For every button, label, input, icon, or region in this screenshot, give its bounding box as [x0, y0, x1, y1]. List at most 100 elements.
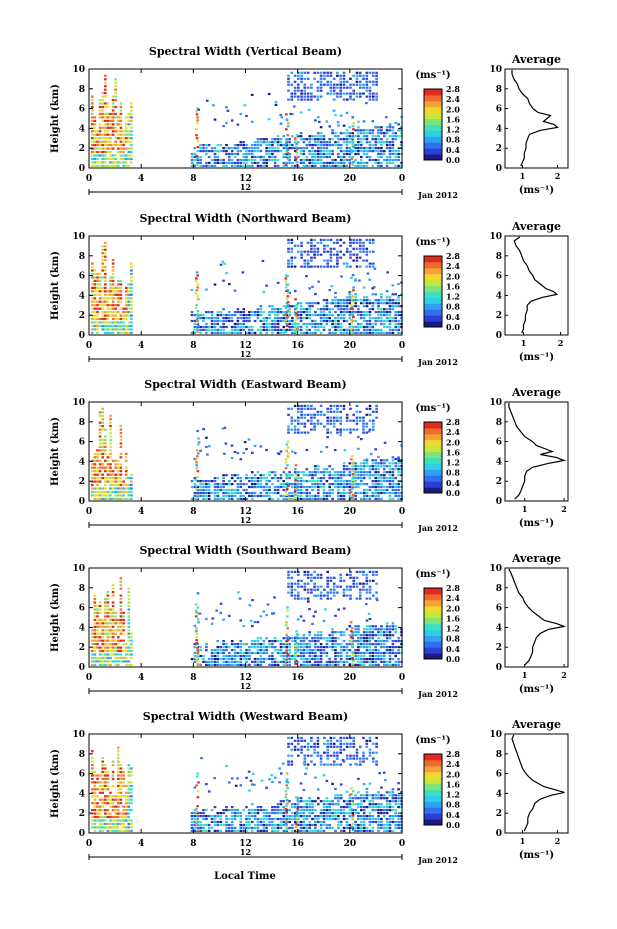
heatmap-cell	[340, 275, 343, 278]
heatmap-cell	[350, 151, 353, 155]
heatmap-cell	[271, 311, 274, 314]
heatmap-cell	[91, 757, 94, 760]
heatmap-cell	[127, 304, 131, 307]
heatmap-cell	[342, 607, 346, 610]
heatmap-cell	[104, 784, 107, 787]
heatmap-cell	[290, 259, 294, 262]
colorbar-swatch	[424, 273, 442, 281]
heatmap-cell	[253, 141, 257, 144]
heatmap-cell	[96, 646, 99, 649]
heatmap-cell	[380, 138, 383, 141]
heatmap-cell	[311, 480, 314, 483]
heatmap-cell	[265, 494, 268, 497]
heatmap-cell	[251, 150, 254, 153]
heatmap-cell	[124, 116, 128, 119]
heatmap-cell	[98, 449, 102, 452]
heatmap-cell	[377, 483, 380, 486]
heatmap-cell	[368, 597, 372, 600]
heatmap-cell	[376, 599, 379, 602]
heatmap-cell	[98, 639, 102, 642]
heatmap-cell	[394, 651, 397, 655]
heatmap-cell	[377, 319, 380, 323]
heatmap-cell	[91, 154, 94, 157]
heatmap-cell	[210, 331, 214, 334]
heatmap-cell	[117, 656, 120, 660]
heatmap-cell	[117, 483, 120, 487]
heatmap-cell	[93, 314, 97, 317]
heatmap-cell	[268, 328, 271, 331]
heatmap-cell	[329, 80, 333, 83]
heatmap-cell	[122, 632, 125, 635]
heatmap-cell	[397, 651, 400, 655]
heatmap-cell	[122, 151, 125, 154]
heatmap-cell	[117, 625, 120, 628]
average-title: Average	[511, 53, 561, 66]
heatmap-cell	[334, 302, 337, 305]
heatmap-cell	[305, 331, 309, 334]
heatmap-cell	[391, 646, 395, 649]
heatmap-cell	[359, 416, 362, 419]
heatmap-cell	[316, 585, 320, 588]
heatmap-cell	[371, 158, 375, 162]
heatmap-cell	[268, 311, 271, 314]
heatmap-cell	[109, 632, 112, 635]
heatmap-cell	[109, 643, 112, 646]
heatmap-cell	[325, 643, 329, 646]
heatmap-cell	[362, 247, 365, 250]
heatmap-cell	[193, 660, 197, 663]
heatmap-cell	[352, 259, 355, 262]
heatmap-cell	[127, 140, 131, 143]
heatmap-cell	[119, 829, 123, 832]
heatmap-cell	[230, 474, 234, 477]
heatmap-cell	[311, 651, 314, 655]
heatmap-cell	[219, 331, 222, 334]
heatmap-cell	[106, 798, 110, 801]
heatmap-cell	[196, 455, 199, 458]
heatmap-cell	[342, 319, 346, 323]
heatmap-cell	[359, 597, 362, 600]
heatmap-cell	[295, 149, 299, 152]
average-profile-line	[508, 403, 567, 500]
heatmap-cell	[106, 795, 110, 798]
heatmap-cell	[350, 149, 353, 152]
heatmap-cell	[96, 311, 99, 314]
heatmap-cell	[323, 425, 326, 428]
heatmap-cell	[380, 296, 383, 299]
heatmap-cell	[199, 494, 202, 497]
heatmap-cell	[293, 570, 297, 573]
heatmap-cell	[271, 640, 274, 643]
heatmap-cell	[377, 494, 380, 497]
heatmap-cell	[101, 311, 104, 314]
heatmap-cell	[122, 639, 125, 642]
heatmap-cell	[271, 654, 274, 658]
heatmap-cell	[119, 490, 123, 494]
heatmap-cell	[225, 657, 228, 661]
heatmap-cell	[101, 105, 104, 109]
heatmap-cell	[207, 663, 211, 666]
heatmap-cell	[290, 591, 294, 594]
heatmap-cell	[286, 154, 289, 158]
heatmap-cell	[313, 77, 316, 80]
heatmap-cell	[287, 304, 290, 307]
heatmap-cell	[329, 259, 333, 262]
heatmap-cell	[210, 328, 214, 331]
heatmap-cell	[109, 812, 112, 815]
heatmap-cell	[96, 293, 99, 296]
heatmap-cell	[109, 791, 112, 794]
heatmap-cell	[119, 770, 123, 774]
heatmap-cell	[242, 314, 245, 317]
heatmap-cell	[98, 438, 102, 442]
colorbar-swatch	[424, 148, 442, 155]
heatmap-cell	[245, 325, 248, 329]
heatmap-cell	[354, 654, 357, 658]
heatmap-cell	[111, 490, 115, 494]
heatmap-cell	[294, 651, 297, 655]
heatmap-cell	[305, 448, 309, 452]
heatmap-cell	[104, 241, 107, 244]
heatmap-cell	[339, 419, 342, 422]
heatmap-cell	[319, 497, 323, 500]
heatmap-cell	[365, 328, 369, 331]
heatmap-cell	[251, 158, 254, 162]
heatmap-cell	[354, 331, 357, 334]
